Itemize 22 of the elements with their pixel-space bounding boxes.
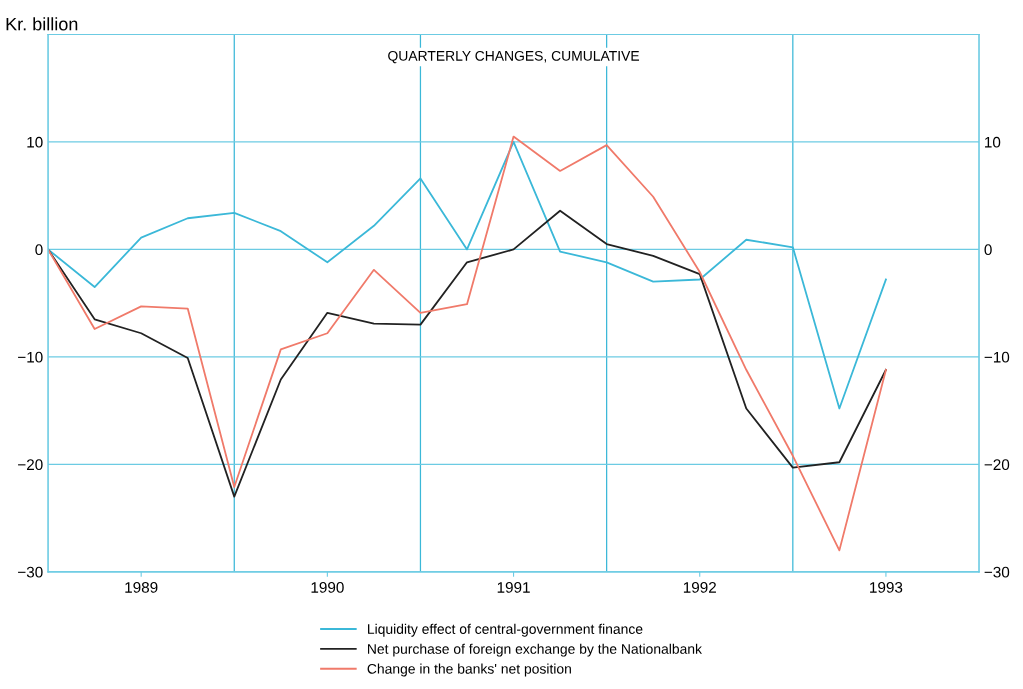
x-tick-label: 1990 xyxy=(311,582,344,593)
legend-label: Liquidity effect of central-government finance xyxy=(368,623,643,637)
y-tick-label: −10 xyxy=(18,351,43,363)
y2-tick-label: 0 xyxy=(984,244,992,256)
y2-tick-label: −30 xyxy=(984,566,1010,578)
y2-tick-label: −20 xyxy=(984,459,1010,471)
y2-tick-label: 10 xyxy=(985,136,1001,148)
legend-label: Net purchase of foreign exchange by the Nationalbank xyxy=(368,643,702,657)
y-tick-label: −30 xyxy=(18,566,43,578)
y-tick-label: 0 xyxy=(35,244,43,256)
text: QUARTERLY CHANGES, CUMULATIVE xyxy=(388,50,640,64)
y-tick-label: 10 xyxy=(27,136,43,148)
x-tick-label: 1991 xyxy=(497,582,530,593)
line-series xyxy=(48,209,887,498)
line-series xyxy=(48,135,887,552)
x-tick-label: 1992 xyxy=(683,582,716,593)
x-tick-label: 1989 xyxy=(125,582,158,593)
y2-tick-label: −10 xyxy=(984,351,1010,363)
y-axis-title: Kr. billion xyxy=(6,17,78,31)
y-tick-label: −20 xyxy=(18,459,43,471)
legend-label: Change in the banks' net position xyxy=(367,663,571,677)
x-tick-label: 1993 xyxy=(870,582,903,593)
